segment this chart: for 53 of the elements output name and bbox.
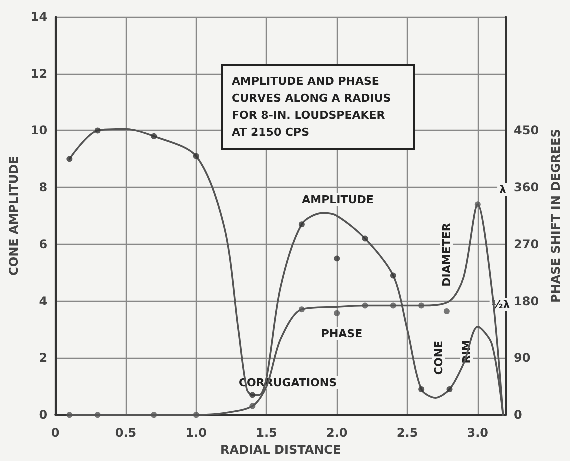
y-tick-label: 4 bbox=[39, 294, 48, 308]
point bbox=[334, 256, 340, 262]
text: AMPLITUDE AND PHASE CURVES ALONG A RADIUS FOR 8-IN. LOUDSPEAKER AT 2150 CPS bbox=[232, 75, 396, 139]
y2-tick-label: 180 bbox=[514, 294, 540, 308]
y2-axis-title: PHASE SHIFT IN DEGREES bbox=[549, 129, 563, 303]
point bbox=[151, 412, 158, 418]
point bbox=[94, 128, 101, 134]
x-tick-label: 1.5 bbox=[256, 426, 278, 440]
point bbox=[446, 386, 453, 393]
x-tick-label: 1.0 bbox=[186, 426, 207, 440]
point bbox=[250, 403, 256, 410]
y2-tick-label: 450 bbox=[514, 124, 540, 138]
point bbox=[298, 306, 305, 313]
point bbox=[334, 310, 340, 316]
point bbox=[474, 202, 481, 208]
annotation: DIAMETER bbox=[440, 222, 454, 287]
y2-tick-label: 90 bbox=[514, 351, 531, 366]
y2-tick-label: 0 bbox=[514, 408, 522, 422]
x-tick-label: 3.0 bbox=[467, 426, 489, 440]
y-tick-label: 12 bbox=[30, 66, 48, 81]
point bbox=[298, 222, 305, 228]
y2-tick-label: 360 bbox=[514, 180, 540, 195]
y-tick-label: 0 bbox=[39, 408, 48, 422]
point bbox=[418, 302, 425, 309]
point bbox=[418, 386, 425, 393]
x-tick-label: 2.0 bbox=[326, 426, 348, 440]
point bbox=[94, 412, 101, 418]
point bbox=[250, 392, 256, 398]
point bbox=[362, 302, 368, 309]
point bbox=[193, 153, 200, 160]
annotation: AMPLITUDE bbox=[302, 194, 374, 206]
point bbox=[66, 412, 73, 418]
y-tick-label: 10 bbox=[30, 124, 48, 138]
y2-tick-label: 270 bbox=[514, 237, 540, 252]
y-axis-title: CONE AMPLITUDE bbox=[7, 156, 21, 276]
y-tick-label: 14 bbox=[30, 10, 48, 24]
x-tick-label: 0 bbox=[51, 426, 60, 440]
x-tick-label: 2.5 bbox=[396, 426, 418, 440]
point bbox=[390, 272, 396, 279]
point bbox=[193, 412, 200, 418]
y-tick-label: 8 bbox=[39, 180, 48, 195]
point bbox=[151, 133, 158, 140]
point bbox=[444, 308, 450, 314]
x-axis-title: RADIAL DISTANCE bbox=[220, 443, 342, 457]
annotation: PHASE bbox=[321, 328, 363, 340]
y-tick-label: 2 bbox=[39, 351, 48, 366]
point bbox=[66, 156, 73, 162]
y-tick-label: 6 bbox=[39, 237, 48, 252]
point bbox=[390, 302, 396, 309]
annotation: λ bbox=[500, 184, 507, 196]
point bbox=[362, 236, 368, 242]
annotation: CONE bbox=[432, 340, 446, 376]
x-tick-label: 0.5 bbox=[115, 426, 137, 440]
